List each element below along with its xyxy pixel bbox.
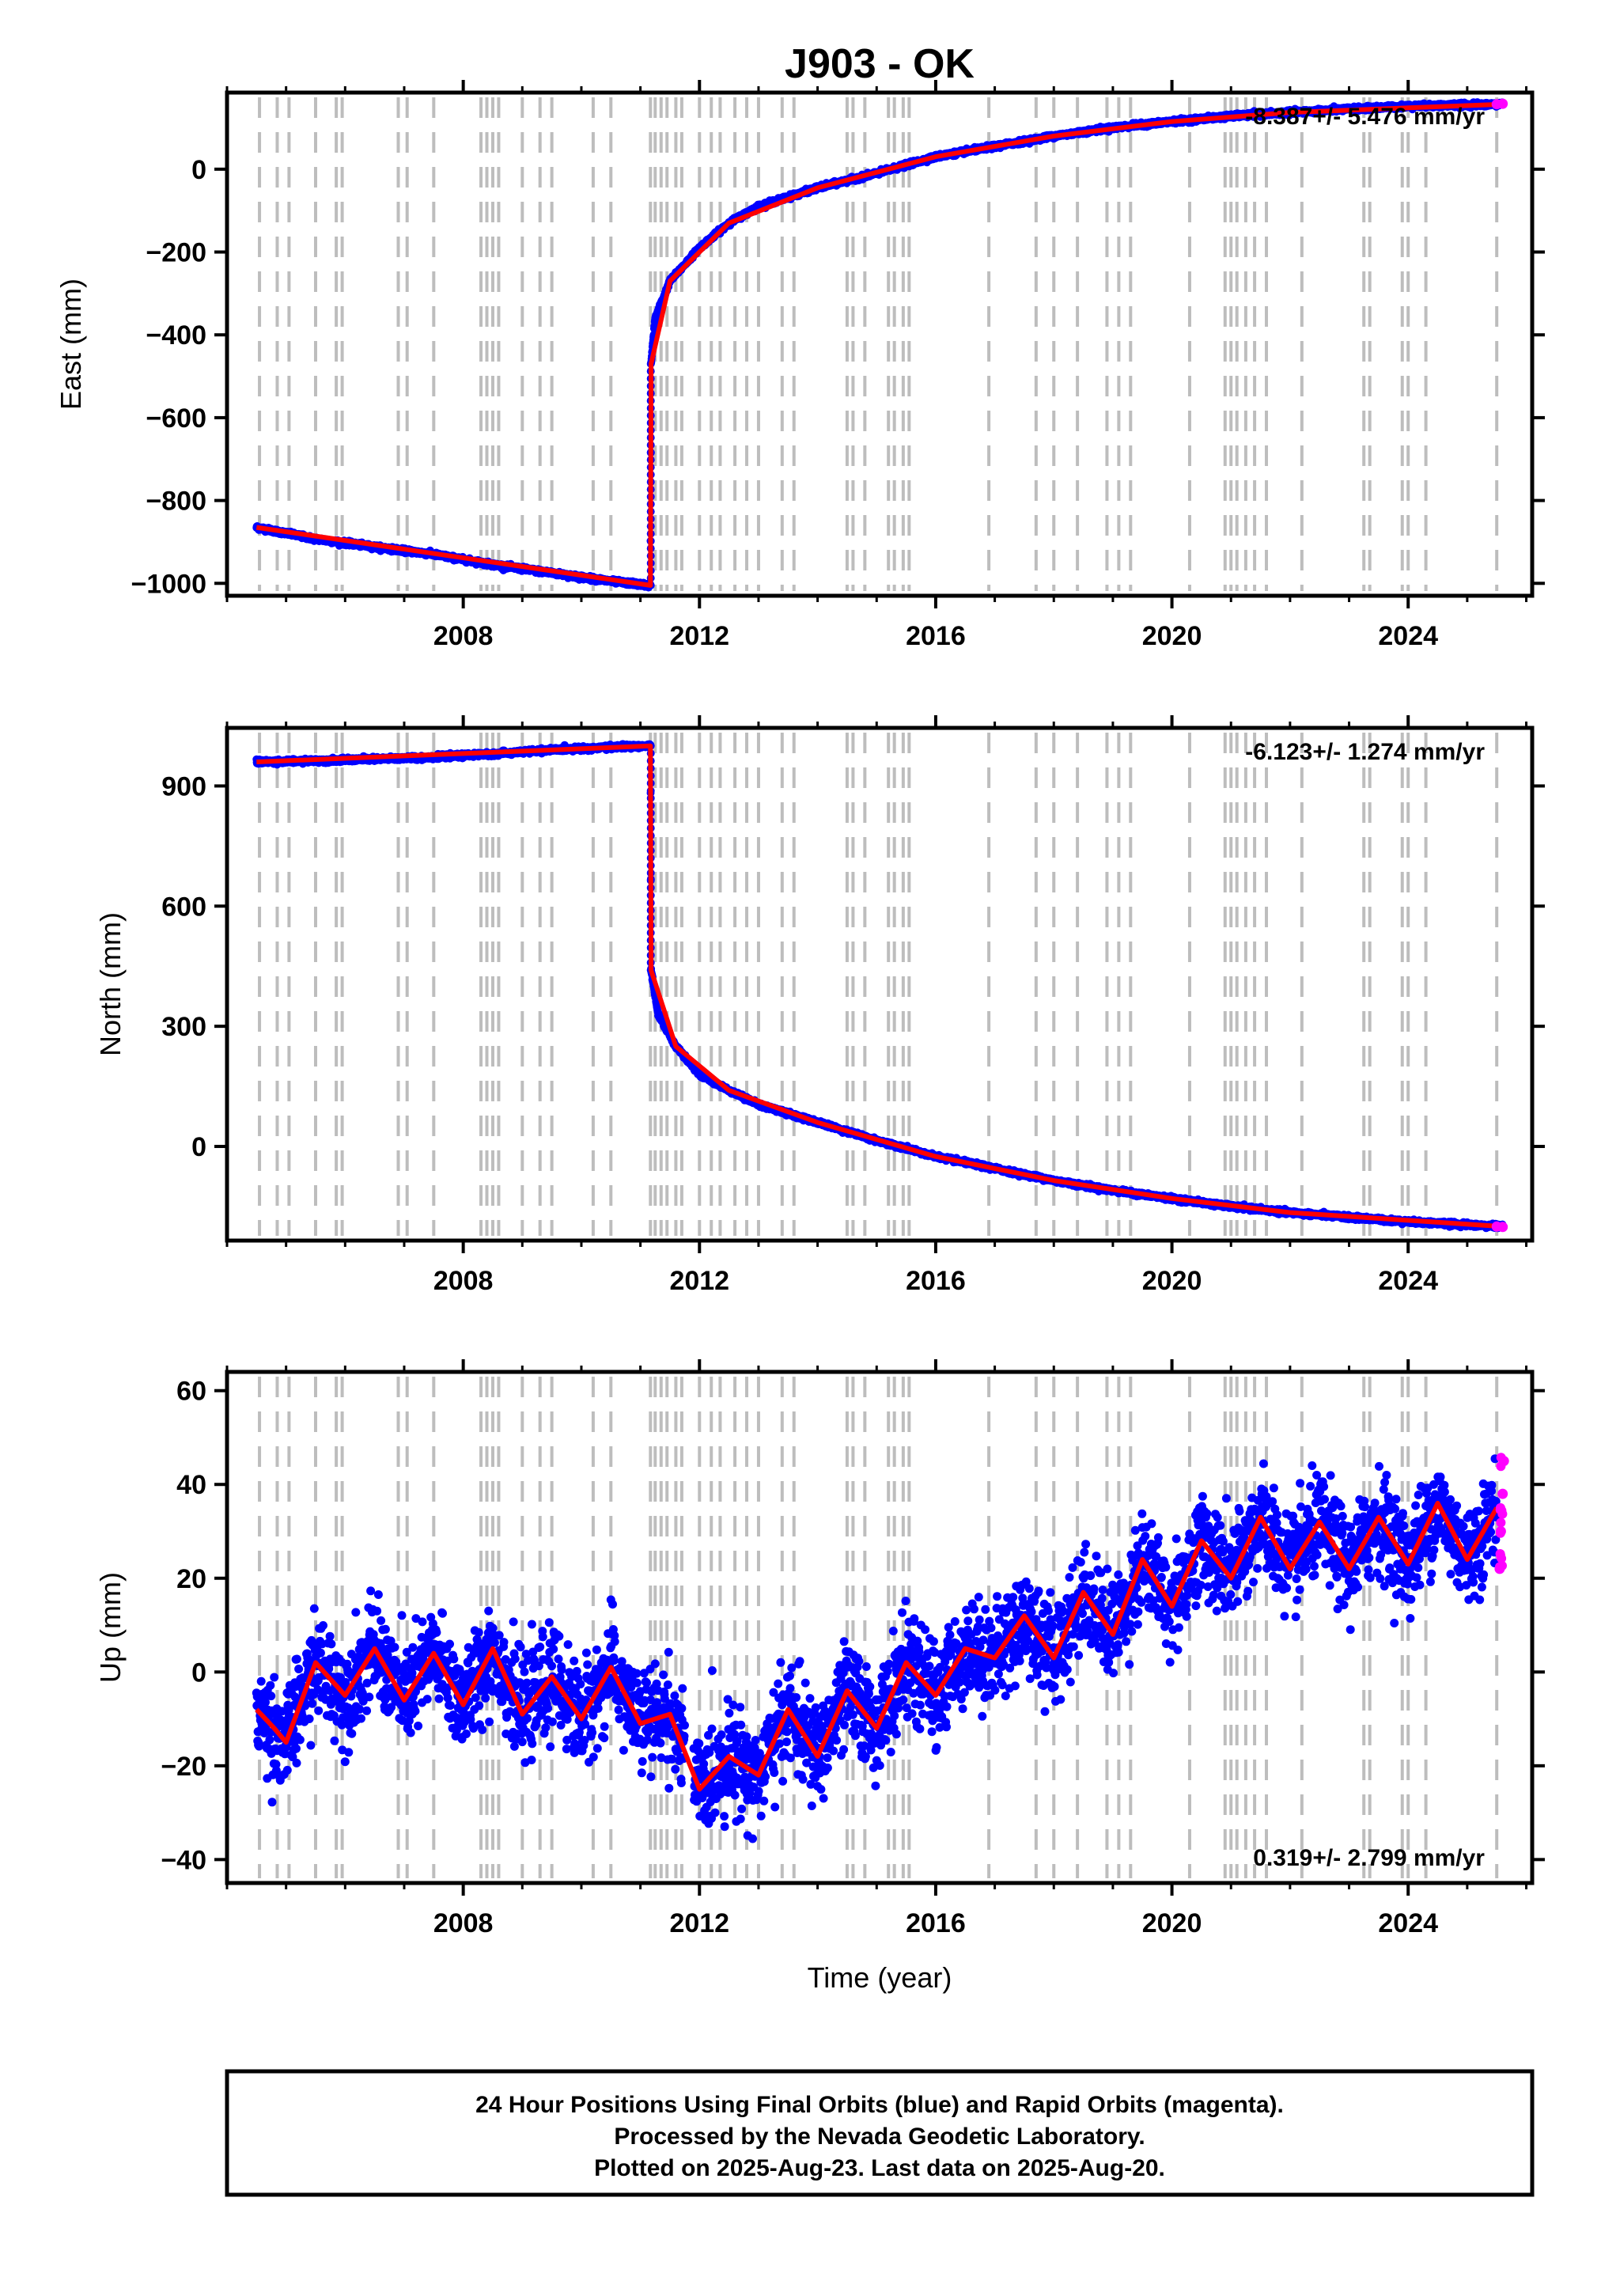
data-layer	[252, 98, 1508, 592]
chart-title: J903 - OK	[785, 41, 975, 87]
panel-1: 2008 2012 2016 2020 20240−200−400−600−800−10…	[55, 80, 1545, 651]
panels: 2008 2012 2016 2020 20240−200−400−600−800−10…	[55, 80, 1545, 1994]
